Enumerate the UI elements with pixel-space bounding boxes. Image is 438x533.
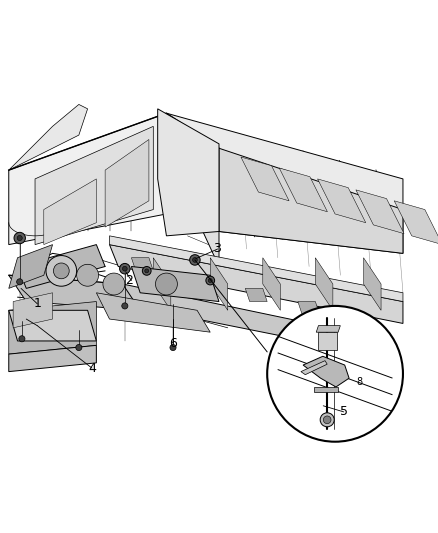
Circle shape (320, 413, 334, 427)
Polygon shape (245, 288, 267, 302)
Polygon shape (131, 258, 153, 271)
Circle shape (122, 303, 128, 309)
Text: 4: 4 (88, 361, 96, 375)
Polygon shape (263, 258, 280, 310)
Polygon shape (96, 293, 210, 332)
Circle shape (14, 232, 25, 244)
Polygon shape (123, 284, 394, 359)
Circle shape (77, 264, 99, 286)
Polygon shape (9, 275, 140, 310)
Polygon shape (318, 332, 337, 350)
Polygon shape (110, 245, 403, 324)
Polygon shape (9, 113, 166, 245)
Polygon shape (35, 126, 153, 245)
Circle shape (323, 416, 331, 424)
Polygon shape (166, 113, 219, 266)
Polygon shape (318, 179, 366, 223)
Polygon shape (105, 140, 149, 227)
Polygon shape (110, 236, 403, 302)
Polygon shape (394, 201, 438, 245)
Polygon shape (158, 109, 219, 236)
Text: 8: 8 (356, 377, 362, 387)
Polygon shape (166, 113, 403, 253)
Polygon shape (210, 258, 228, 310)
Text: 6: 6 (169, 337, 177, 350)
Polygon shape (44, 179, 96, 245)
Polygon shape (9, 104, 88, 170)
Circle shape (53, 263, 69, 279)
Circle shape (120, 263, 130, 274)
Circle shape (17, 279, 23, 285)
Polygon shape (350, 314, 372, 328)
Polygon shape (364, 258, 381, 310)
Circle shape (145, 269, 149, 273)
Circle shape (103, 273, 125, 295)
Polygon shape (279, 168, 328, 212)
Polygon shape (298, 302, 320, 314)
Polygon shape (193, 275, 215, 288)
Circle shape (208, 279, 212, 282)
Polygon shape (315, 258, 333, 310)
Circle shape (193, 257, 197, 262)
Text: 5: 5 (340, 406, 348, 418)
Circle shape (46, 255, 77, 286)
Circle shape (206, 276, 215, 285)
Circle shape (76, 344, 82, 351)
Circle shape (170, 344, 176, 351)
Polygon shape (18, 245, 105, 288)
Polygon shape (9, 345, 96, 372)
Polygon shape (314, 387, 338, 392)
Polygon shape (316, 326, 340, 332)
Polygon shape (303, 356, 349, 387)
Circle shape (123, 266, 127, 271)
Polygon shape (131, 266, 219, 302)
Polygon shape (9, 245, 53, 288)
Polygon shape (356, 190, 404, 233)
Polygon shape (219, 148, 403, 253)
Circle shape (19, 336, 25, 342)
Circle shape (190, 255, 200, 265)
Text: 3: 3 (213, 243, 221, 255)
Polygon shape (301, 361, 327, 375)
Polygon shape (241, 157, 289, 201)
Polygon shape (9, 310, 96, 341)
Polygon shape (13, 293, 53, 328)
Polygon shape (9, 302, 96, 354)
Circle shape (17, 236, 22, 240)
Circle shape (155, 273, 177, 295)
Circle shape (142, 266, 151, 275)
Text: 2: 2 (125, 274, 133, 287)
Text: 1: 1 (33, 297, 41, 310)
Polygon shape (153, 258, 171, 310)
Circle shape (267, 306, 403, 442)
